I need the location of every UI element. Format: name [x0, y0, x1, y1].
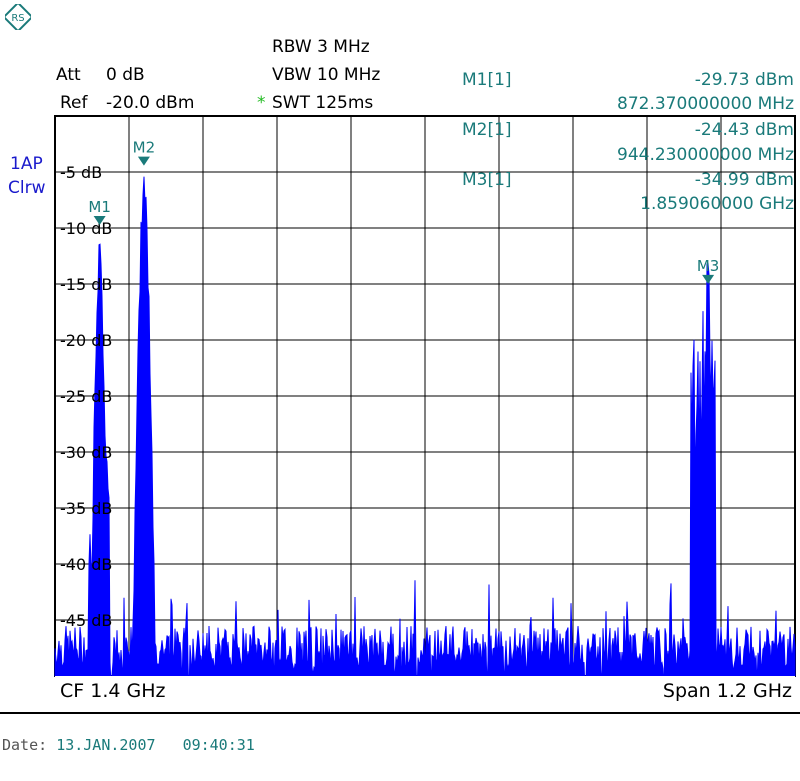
spectrum-trace — [54, 176, 796, 698]
marker-label: M3 — [697, 257, 720, 275]
marker-1-level: -29.73 dBm — [694, 70, 794, 90]
svg-text:RS: RS — [11, 13, 24, 24]
att-value: 0 dB — [106, 65, 145, 85]
vbw-setting: VBW 10 MHz — [272, 65, 381, 85]
center-frequency: CF 1.4 GHz — [60, 680, 166, 702]
marker-1-id: M1[1] — [462, 70, 512, 90]
marker-3-frequency: 1.859060000 GHz — [640, 194, 794, 214]
marker-triangle-icon — [137, 156, 150, 166]
swt-star-icon: * — [257, 93, 266, 113]
marker-1-frequency: 872.370000000 MHz — [617, 94, 794, 114]
y-tick-label: -35 dB — [60, 499, 112, 518]
marker-triangle-icon — [702, 274, 715, 284]
trace-detector: Clrw — [8, 178, 46, 198]
att-label: Att — [56, 65, 81, 85]
marker-label: M2 — [133, 139, 156, 157]
marker-2-id: M2[1] — [462, 120, 512, 140]
marker-3-level: -34.99 dBm — [694, 170, 794, 190]
marker-triangle-icon — [93, 215, 106, 225]
rbw-setting: RBW 3 MHz — [272, 37, 370, 57]
trace-mode: 1AP — [10, 154, 43, 174]
marker-3-id: M3[1] — [462, 170, 512, 190]
marker-2-level: -24.43 dBm — [694, 120, 794, 140]
y-tick-label: -45 dB — [60, 611, 112, 630]
date-stamp: Date: 13.JAN.2007 09:40:31 — [2, 736, 255, 754]
y-tick-label: -20 dB — [60, 331, 112, 350]
span-setting: Span 1.2 GHz — [662, 680, 792, 702]
y-tick-label: -25 dB — [60, 387, 112, 406]
y-tick-label: -5 dB — [60, 163, 102, 182]
date-label: Date: — [2, 736, 48, 754]
ref-value: -20.0 dBm — [106, 93, 195, 113]
date-day: 13.JAN.2007 — [56, 736, 156, 754]
y-tick-label: -15 dB — [60, 275, 112, 294]
rohde-schwarz-logo-icon: RS — [5, 4, 31, 30]
marker-2-frequency: 944.230000000 MHz — [617, 145, 794, 165]
marker-label: M1 — [88, 198, 111, 216]
y-tick-label: -30 dB — [60, 443, 112, 462]
ref-label: Ref — [60, 93, 88, 113]
y-tick-label: -40 dB — [60, 555, 112, 574]
divider — [0, 712, 800, 714]
y-tick-label: -10 dB — [60, 219, 112, 238]
date-time: 09:40:31 — [182, 736, 255, 754]
swt-setting: SWT 125ms — [272, 93, 374, 113]
frequency-axis-bar — [55, 676, 795, 706]
